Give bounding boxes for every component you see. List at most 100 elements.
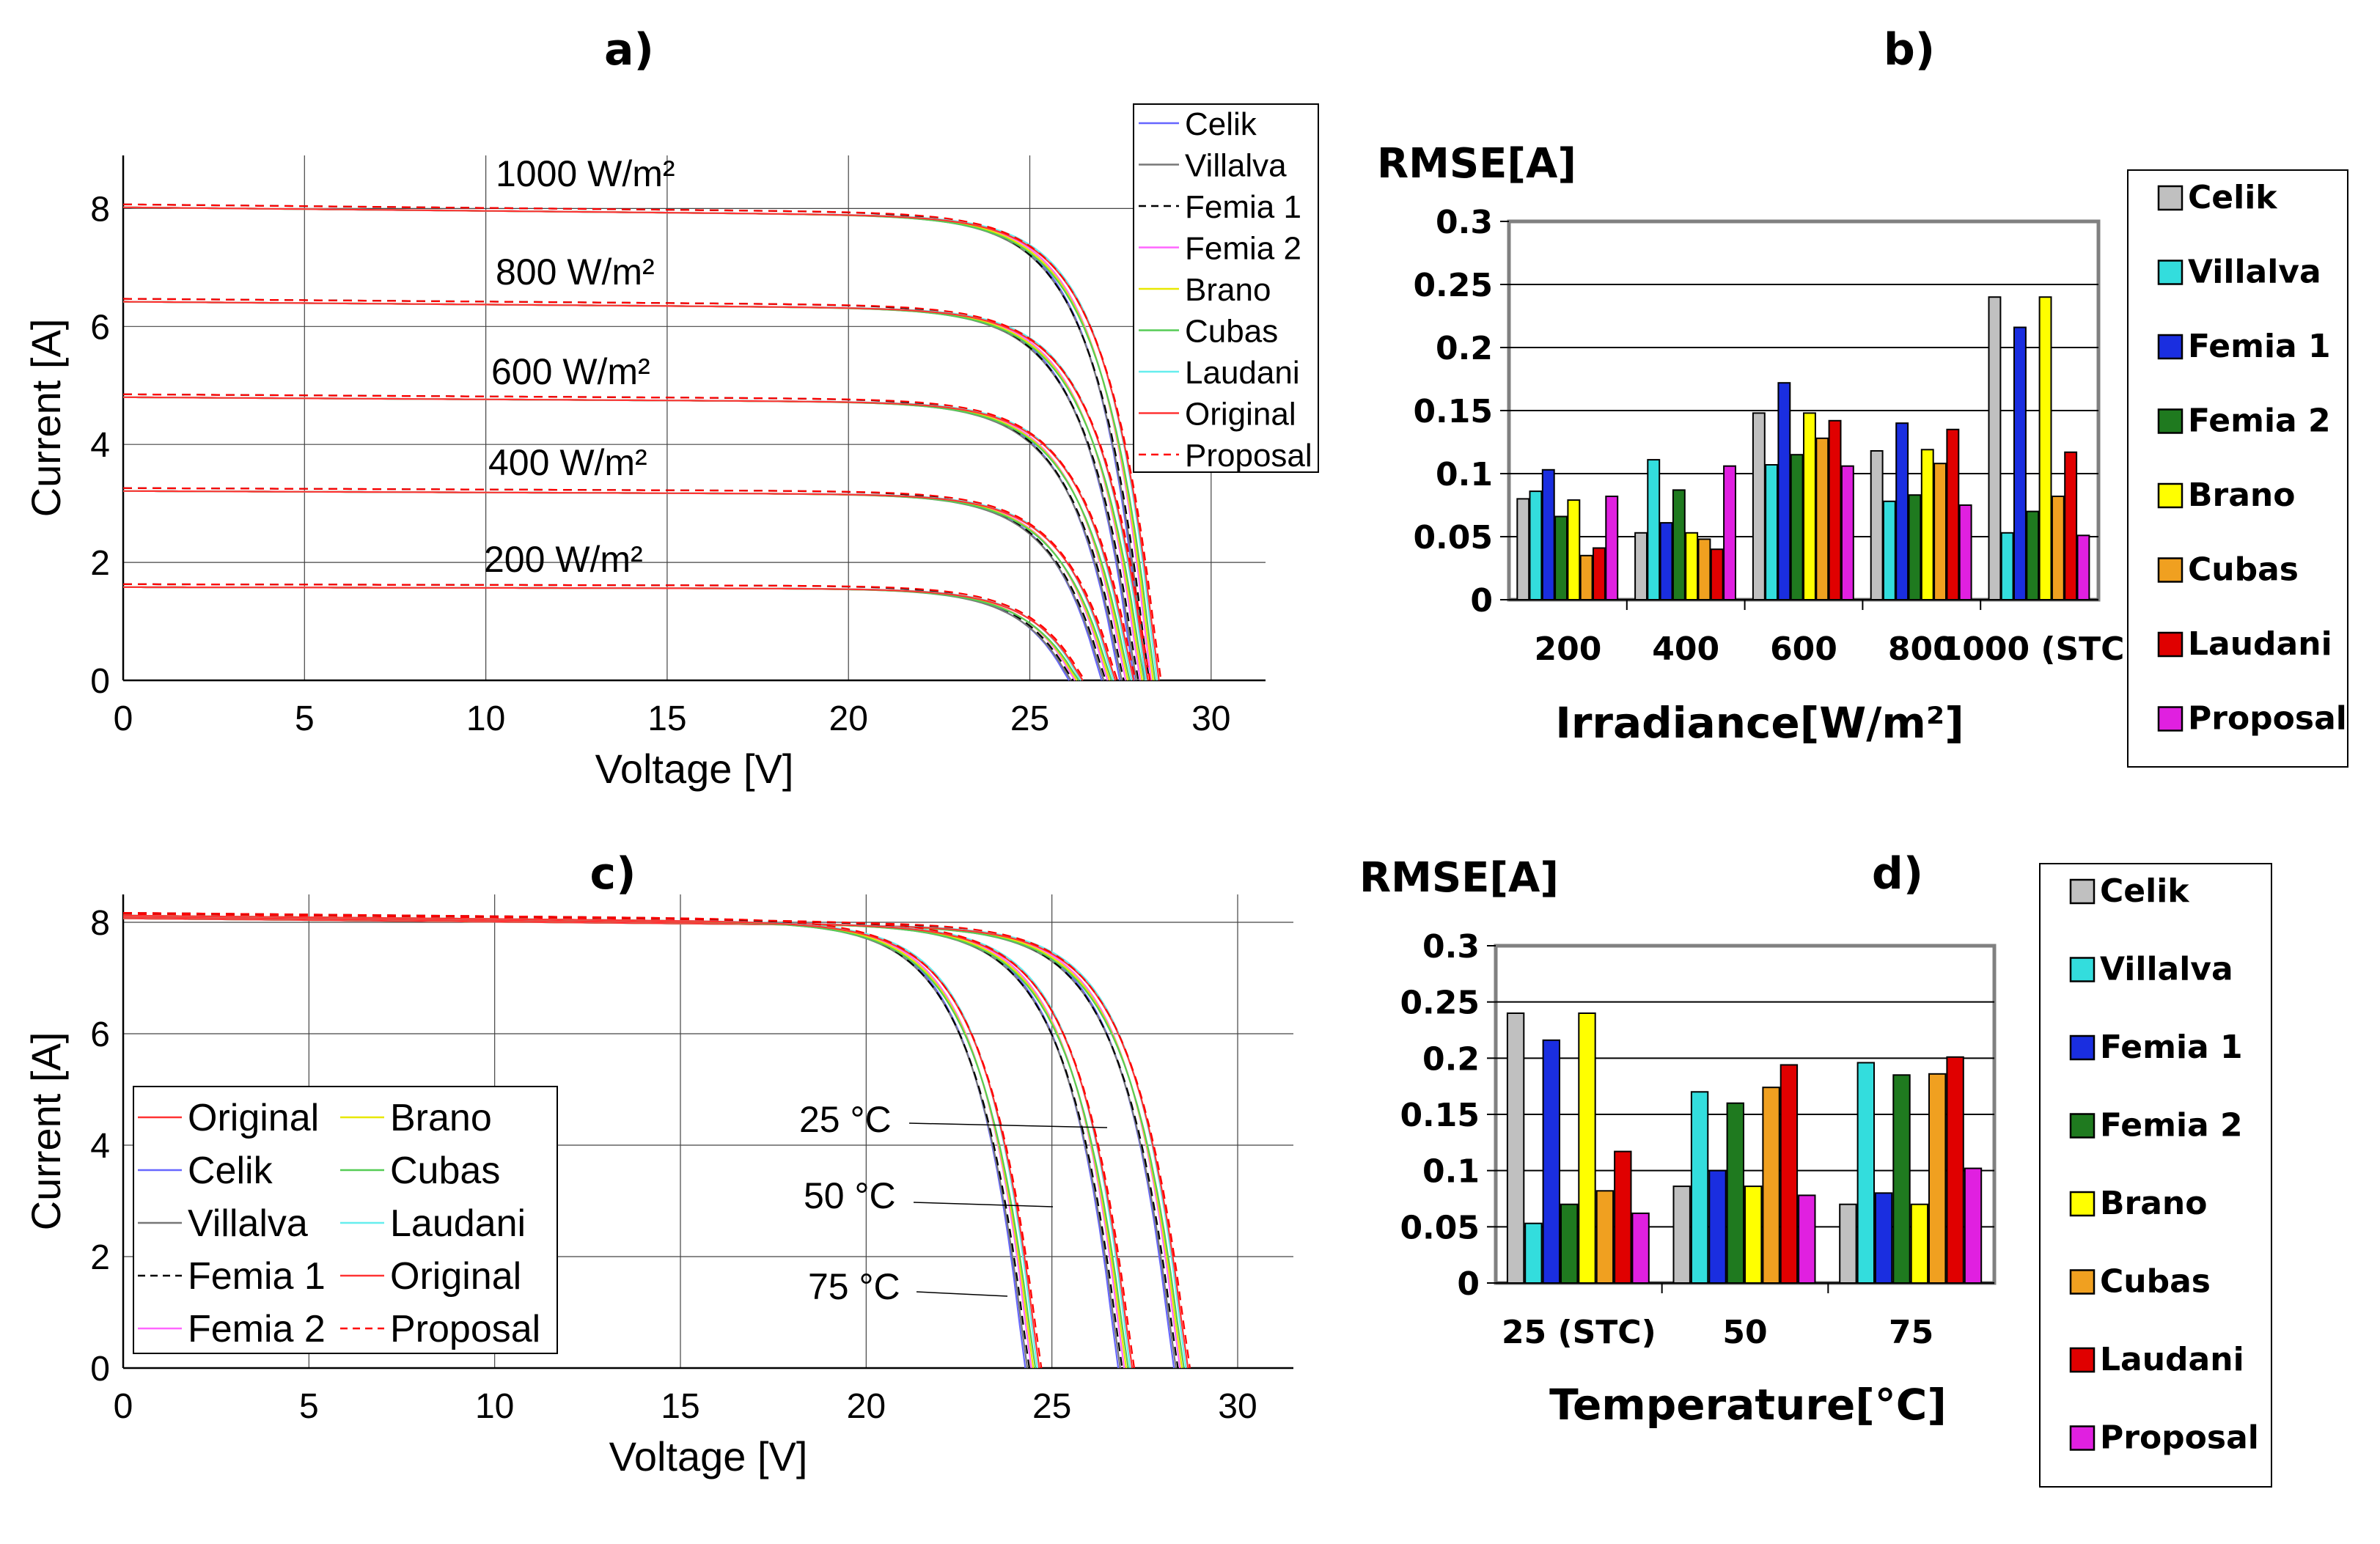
curve-original [123, 916, 1134, 1369]
bar-proposal [1631, 1212, 1650, 1284]
legend-entry: Femia 2 [2188, 402, 2331, 440]
y-tick-label: 6 [90, 1015, 110, 1054]
legend-c-box [133, 1086, 558, 1354]
bar-cubas [1762, 1087, 1780, 1284]
legend-entry: Villalva [1185, 148, 1287, 184]
legend-entry: Brano [2188, 477, 2295, 514]
y-tick-label: 6 [90, 308, 110, 347]
curve-proposal [122, 487, 1119, 681]
legend-entry: Cubas [390, 1150, 500, 1192]
rmse-title: RMSE[A] [1359, 854, 1559, 902]
y-tick-label: 4 [90, 1127, 110, 1166]
bar-laudani [2064, 451, 2078, 600]
y-tick-label: 0.05 [1413, 519, 1493, 556]
x-tick-label: 200 [1534, 631, 1601, 668]
bar-cubas [1697, 538, 1711, 601]
bar-femia-2 [1726, 1102, 1745, 1284]
plot-area [123, 155, 1266, 680]
legend-swatch [2157, 260, 2183, 285]
legend-a: Celik Villalva Femia 1 Femia 2 Brano Cubas Lau… [1133, 103, 1319, 474]
y-tick-label: 0.2 [1436, 330, 1493, 367]
x-tick-label: 10 [466, 699, 505, 738]
y-tick-label: 0 [90, 662, 110, 701]
curve-original [122, 396, 1135, 681]
bar-chart-3: 0 0.05 0.1 0.15 0.2 0.25 0.3 25 (STC) 50 75 RMSE[A… [1359, 854, 1997, 1430]
bar-cubas [1933, 463, 1947, 601]
curve-original [122, 206, 1160, 681]
legend-entry: Femia 2 [2100, 1107, 2243, 1144]
bar-celik [1516, 498, 1530, 601]
legend-entry: Proposal [390, 1308, 540, 1350]
x-tick-label: 20 [829, 699, 868, 738]
y-tick-label: 0.25 [1413, 267, 1493, 304]
legend-entry: Original [1185, 397, 1296, 433]
bar-proposal [1964, 1167, 1983, 1284]
x-tick-label: 20 [847, 1387, 886, 1426]
bar-femia-1 [1542, 1039, 1561, 1284]
legend-entry: Femia 1 [1185, 189, 1301, 225]
x-axis-label: Voltage [V] [609, 1433, 808, 1479]
panel-b-label: b) [1884, 24, 1935, 76]
curve-proposal [122, 298, 1151, 681]
bar-laudani [1828, 419, 1842, 600]
x-tick-label: 10 [475, 1387, 514, 1426]
y-axis-label: Current [A] [23, 1032, 69, 1231]
bar-brano [1578, 1012, 1596, 1284]
bar-femia-2 [2026, 510, 2040, 600]
legend-entry: Proposal [2100, 1419, 2259, 1457]
bar-proposal [1840, 465, 1854, 601]
leader-line [913, 1202, 1054, 1207]
bar-celik [1506, 1012, 1525, 1284]
bar-villalva [2000, 532, 2014, 600]
x-tick-label: 15 [647, 699, 686, 738]
bar-cubas [1579, 554, 1593, 600]
legend-entry: Cubas [2188, 551, 2299, 589]
legend-entry: Laudani [1185, 355, 1300, 391]
bar-femia-2 [1908, 494, 1922, 601]
bar-villalva [1690, 1091, 1709, 1284]
x-axis-label: Temperature[°C] [1549, 1380, 1947, 1430]
x-tick-label: 75 [1889, 1314, 1933, 1351]
leader-line [916, 1291, 1008, 1297]
y-tick-label: 0.3 [1436, 204, 1493, 241]
irradiance-label: 800 W/m² [496, 251, 655, 293]
bar-proposal [1605, 496, 1619, 600]
x-tick-label: 25 [1010, 699, 1049, 738]
legend-swatch [2157, 408, 2183, 434]
curve-original [123, 490, 1117, 681]
legend-entry: Original [188, 1097, 319, 1139]
legend-entry: Femia 1 [2100, 1029, 2243, 1066]
bar-brano [1685, 532, 1699, 600]
legend-swatch [2069, 957, 2096, 982]
bar-cubas [1815, 437, 1829, 600]
curve-original [123, 586, 1084, 681]
legend-swatch [2157, 557, 2183, 583]
bar-proposal [1798, 1194, 1816, 1284]
bar-celik [1752, 412, 1766, 601]
legend-entry: Proposal [2188, 700, 2347, 738]
y-tick-label: 0.1 [1422, 1153, 1480, 1191]
curve-proposal [122, 393, 1136, 681]
legend-entry: Brano [2100, 1185, 2207, 1222]
x-tick-label: 15 [661, 1387, 699, 1426]
x-tick-label: 800 [1888, 631, 1955, 668]
bar-femia-2 [1554, 515, 1568, 600]
y-tick-label: 0.3 [1422, 928, 1480, 966]
bar-villalva [1529, 490, 1543, 600]
y-tick-label: 0.05 [1400, 1209, 1480, 1246]
bar-cubas [1928, 1073, 1947, 1284]
curve-original [122, 301, 1149, 681]
legend-swatch [2157, 185, 2183, 211]
legend-entry: Villalva [2100, 951, 2233, 988]
x-tick-label: 50 [1722, 1314, 1767, 1351]
bar-laudani [1946, 428, 1960, 600]
bar-laudani [1614, 1150, 1632, 1284]
irradiance-label: 1000 W/m² [496, 153, 675, 194]
irradiance-label: 400 W/m² [488, 442, 647, 483]
x-tick-label: 0 [114, 699, 133, 738]
legend-entry: Femia 1 [188, 1255, 326, 1298]
legend-entry: Brano [390, 1097, 492, 1139]
x-tick-label: 400 [1652, 631, 1719, 668]
bar-femia-2 [1790, 454, 1804, 601]
